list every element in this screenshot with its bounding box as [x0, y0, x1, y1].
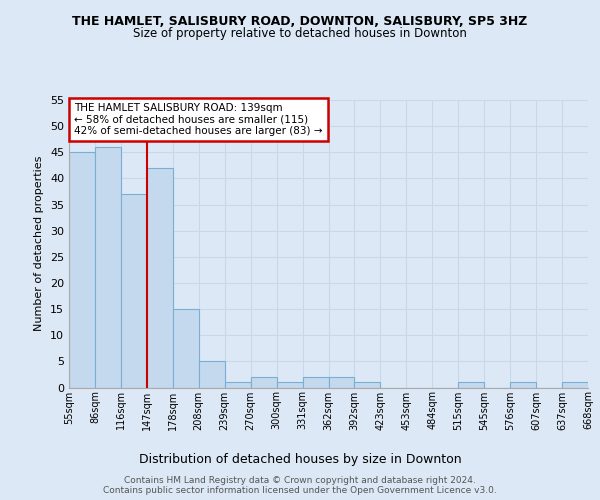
Bar	[199, 362, 224, 388]
Bar	[95, 147, 121, 388]
Text: Contains public sector information licensed under the Open Government Licence v3: Contains public sector information licen…	[103, 486, 497, 495]
Bar	[562, 382, 588, 388]
Bar	[225, 382, 251, 388]
Bar	[69, 152, 95, 388]
Bar	[458, 382, 484, 388]
Text: THE HAMLET, SALISBURY ROAD, DOWNTON, SALISBURY, SP5 3HZ: THE HAMLET, SALISBURY ROAD, DOWNTON, SAL…	[73, 15, 527, 28]
Bar	[251, 377, 277, 388]
Bar	[121, 194, 147, 388]
Bar	[302, 377, 329, 388]
Bar	[173, 309, 199, 388]
Text: THE HAMLET SALISBURY ROAD: 139sqm
← 58% of detached houses are smaller (115)
42%: THE HAMLET SALISBURY ROAD: 139sqm ← 58% …	[74, 103, 323, 136]
Text: Size of property relative to detached houses in Downton: Size of property relative to detached ho…	[133, 28, 467, 40]
Bar	[277, 382, 302, 388]
Y-axis label: Number of detached properties: Number of detached properties	[34, 156, 44, 332]
Text: Contains HM Land Registry data © Crown copyright and database right 2024.: Contains HM Land Registry data © Crown c…	[124, 476, 476, 485]
Bar	[355, 382, 380, 388]
Text: Distribution of detached houses by size in Downton: Distribution of detached houses by size …	[139, 452, 461, 466]
Bar	[510, 382, 536, 388]
Bar	[147, 168, 173, 388]
Bar	[329, 377, 355, 388]
